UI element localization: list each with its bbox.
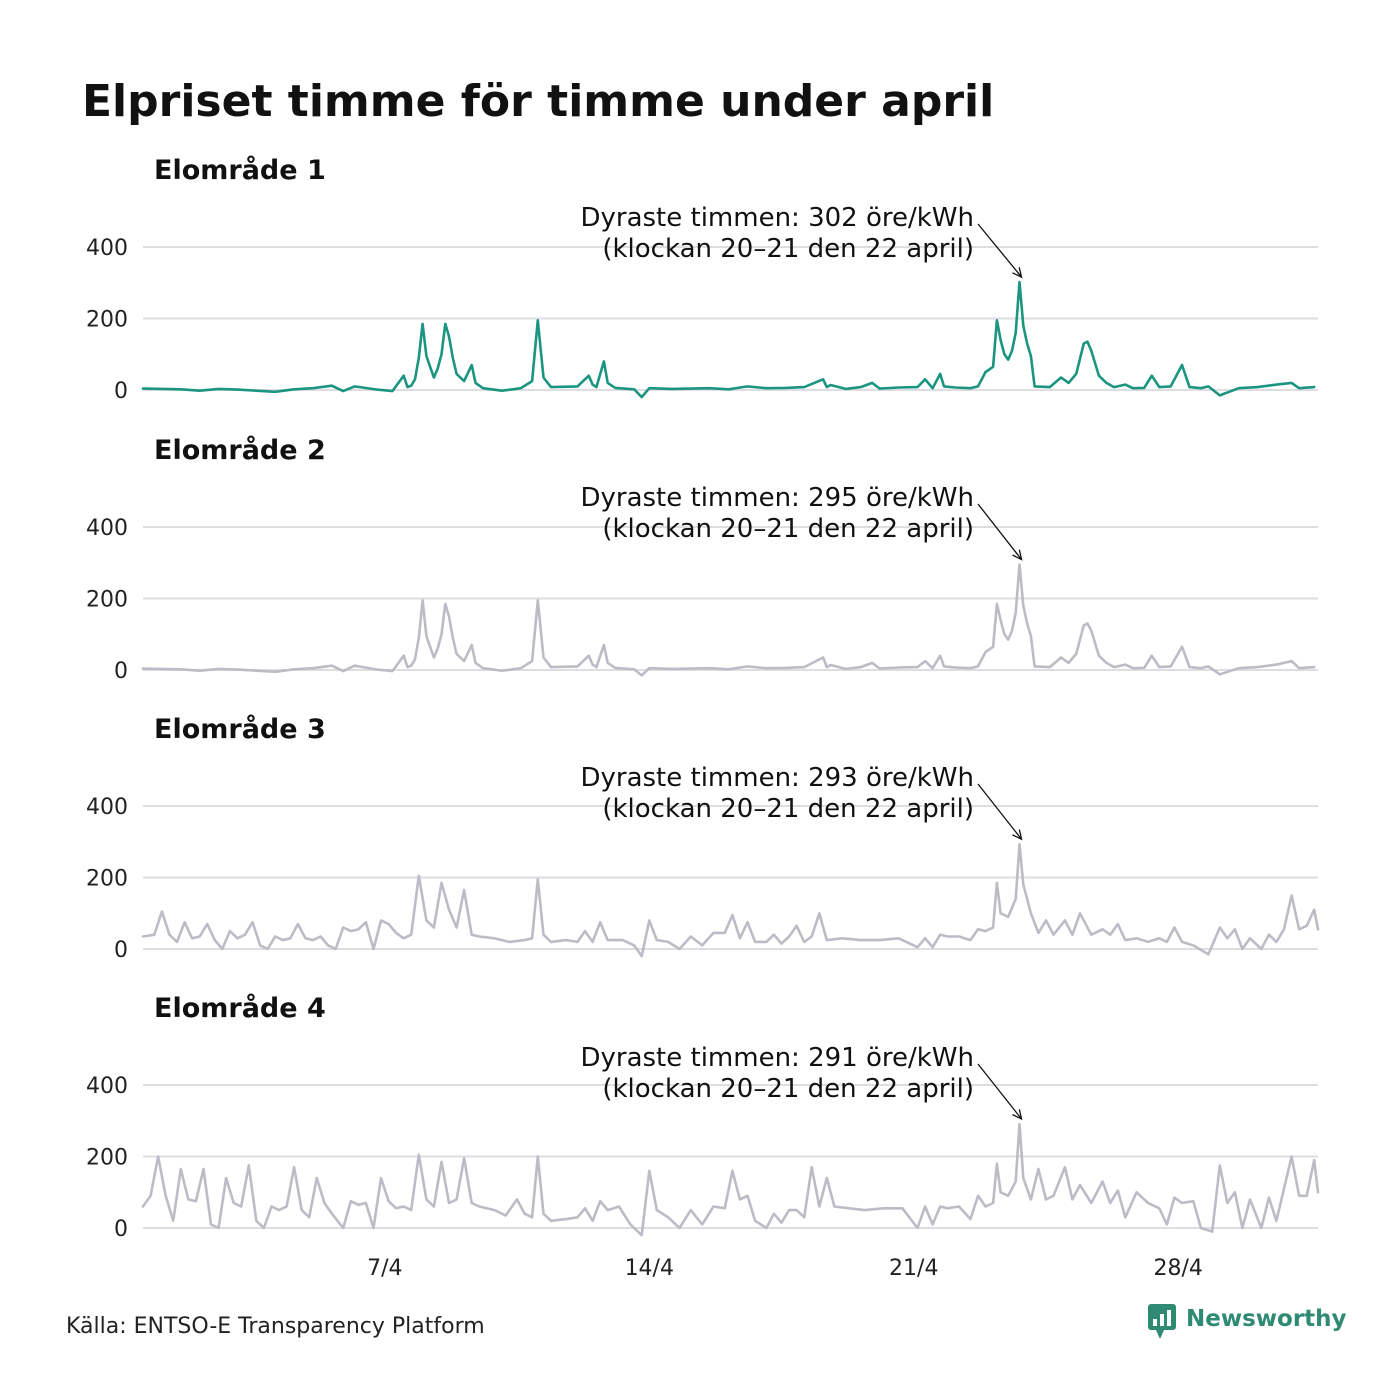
- x-tick-label: 14/4: [625, 1256, 674, 1281]
- peak-annotation: Dyraste timmen: 295 öre/kWh: [580, 483, 974, 513]
- y-tick-label: 400: [86, 516, 128, 541]
- y-tick-label: 400: [86, 795, 128, 820]
- series-line: [141, 280, 1316, 399]
- brand-name: Newsworthy: [1186, 1306, 1347, 1332]
- series-line: [141, 843, 1320, 958]
- panel-1: Elområde 1 0 200 400 Dyraste timmen: 302 öre…: [86, 154, 1318, 404]
- x-tick-label: 21/4: [889, 1256, 938, 1281]
- y-tick-label: 400: [86, 236, 128, 261]
- series-line: [141, 1122, 1320, 1237]
- y-tick-label: 0: [114, 1217, 128, 1242]
- annotation-arrowhead: [1012, 829, 1023, 841]
- x-tick-label: 28/4: [1154, 1256, 1203, 1281]
- annotation-arrow: [977, 783, 1023, 840]
- chart-title: Elpriset timme för timme under april: [82, 76, 994, 127]
- panel-title: Elområde 4: [154, 992, 326, 1024]
- x-axis: 7/4 14/4 21/4 28/4: [367, 1256, 1203, 1281]
- panel-title: Elområde 2: [154, 434, 326, 466]
- peak-annotation: Dyraste timmen: 302 öre/kWh: [580, 203, 974, 233]
- peak-annotation: (klockan 20–21 den 22 april): [602, 514, 974, 544]
- panel-title: Elområde 3: [154, 713, 326, 745]
- annotation-arrow: [977, 1063, 1023, 1120]
- newsworthy-logo-icon: [1148, 1304, 1176, 1339]
- y-tick-label: 0: [114, 379, 128, 404]
- y-tick-label: 200: [86, 308, 128, 333]
- panel-title: Elområde 1: [154, 154, 326, 186]
- panel-3: Elområde 3 0 200 400 Dyraste timmen: 293 öre…: [86, 713, 1320, 963]
- source-note: Källa: ENTSO-E Transparency Platform: [66, 1314, 485, 1339]
- annotation-arrow: [977, 503, 1023, 560]
- panel-2: Elområde 2 0 200 400 Dyraste timmen: 295 öre…: [86, 434, 1318, 684]
- peak-annotation: Dyraste timmen: 293 öre/kWh: [580, 763, 974, 793]
- y-tick-label: 400: [86, 1074, 128, 1099]
- annotation-arrowhead: [1012, 1109, 1023, 1121]
- panel-4: Elområde 4 0 200 400 Dyraste timmen: 291 öre…: [86, 992, 1320, 1242]
- peak-annotation: (klockan 20–21 den 22 april): [602, 794, 974, 824]
- peak-annotation: Dyraste timmen: 291 öre/kWh: [580, 1043, 974, 1073]
- y-tick-label: 200: [86, 867, 128, 892]
- peak-annotation: (klockan 20–21 den 22 april): [602, 234, 974, 264]
- annotation-arrowhead: [1012, 267, 1023, 279]
- y-tick-label: 200: [86, 1146, 128, 1171]
- peak-annotation: (klockan 20–21 den 22 april): [602, 1074, 974, 1104]
- brand-logo: Newsworthy: [1148, 1304, 1347, 1339]
- series-line: [141, 563, 1316, 677]
- annotation-arrow: [977, 223, 1023, 278]
- y-tick-label: 0: [114, 938, 128, 963]
- y-tick-label: 0: [114, 659, 128, 684]
- x-tick-label: 7/4: [367, 1256, 402, 1281]
- panels: Elområde 1 0 200 400 Dyraste timmen: 302 öre…: [86, 154, 1320, 1242]
- annotation-arrowhead: [1012, 549, 1023, 561]
- y-tick-label: 200: [86, 588, 128, 613]
